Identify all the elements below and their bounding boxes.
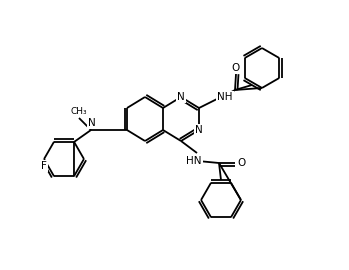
Text: N: N	[88, 118, 96, 128]
Text: N: N	[177, 92, 185, 102]
Text: HN: HN	[186, 156, 202, 166]
Text: O: O	[238, 158, 246, 168]
Text: F: F	[41, 161, 47, 171]
Text: NH: NH	[217, 92, 233, 102]
Text: N: N	[195, 125, 203, 135]
Text: CH₃: CH₃	[71, 107, 87, 116]
Text: O: O	[232, 63, 240, 73]
